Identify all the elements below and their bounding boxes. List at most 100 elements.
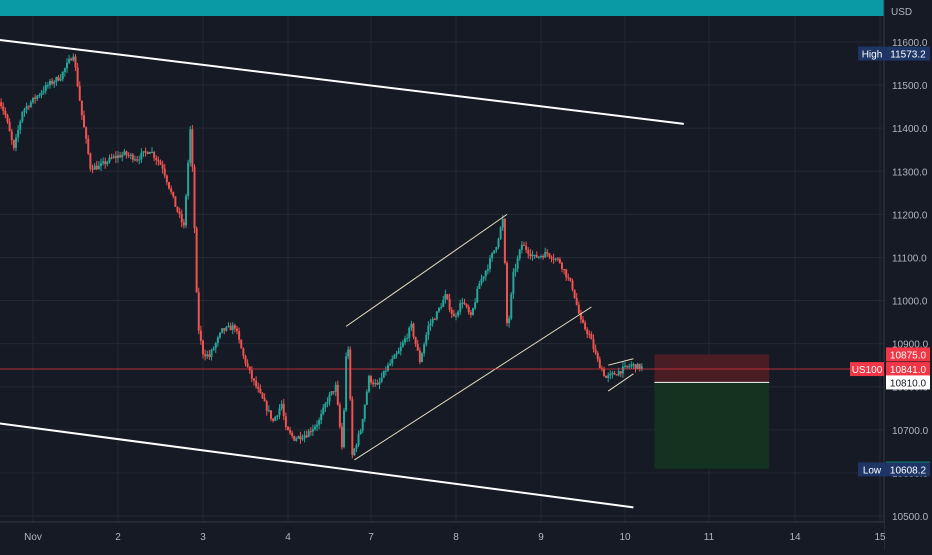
candle-body xyxy=(567,277,570,279)
candle-body xyxy=(110,157,113,159)
candle-body xyxy=(527,250,530,254)
candle-body xyxy=(378,381,381,385)
candle-body xyxy=(444,294,447,300)
candle-body xyxy=(95,165,98,170)
candle-body xyxy=(6,114,9,122)
candle-body xyxy=(482,276,485,279)
wedge-lower[interactable] xyxy=(607,373,634,392)
stop-loss-zone[interactable] xyxy=(654,354,770,383)
time-tick-label: 7 xyxy=(368,532,374,543)
candle-body xyxy=(257,386,260,389)
candle-body xyxy=(395,353,398,356)
candle-body xyxy=(155,157,158,160)
candle-body xyxy=(10,131,13,140)
time-axis[interactable] xyxy=(0,522,884,550)
rising-channel-lower[interactable] xyxy=(354,306,592,461)
candle-body xyxy=(450,309,453,314)
candle-body xyxy=(384,370,387,372)
candle-body xyxy=(229,325,232,331)
candle-body xyxy=(206,354,209,357)
candle-body xyxy=(318,420,321,425)
candle-body xyxy=(565,269,568,278)
candle-body xyxy=(93,165,96,170)
candle-body xyxy=(397,351,400,354)
price-axis-labels: 10875.010841.010810.010610.0US100High115… xyxy=(850,46,930,477)
candle-body xyxy=(634,364,637,370)
wedge-upper[interactable] xyxy=(608,358,634,366)
candle-body xyxy=(611,372,614,374)
candle-body xyxy=(4,110,7,115)
candle-body xyxy=(636,363,639,370)
candle-body xyxy=(305,435,308,438)
candle-body xyxy=(353,448,356,456)
stop-price-label: 10875.0 xyxy=(890,350,927,361)
candle-body xyxy=(552,258,555,260)
candle-body xyxy=(391,358,394,364)
candle-body xyxy=(282,403,285,417)
candle-body xyxy=(533,254,536,256)
candle-body xyxy=(484,270,487,277)
upper-channel-line[interactable] xyxy=(0,38,684,125)
candle-body xyxy=(76,67,79,87)
candle-body xyxy=(21,111,24,122)
rising-channel-upper[interactable] xyxy=(345,213,508,327)
candle-body xyxy=(259,388,262,393)
candle-body xyxy=(598,359,601,369)
candle-body xyxy=(102,161,105,164)
time-tick-label: 2 xyxy=(115,532,121,543)
candle-body xyxy=(459,303,462,312)
candle-body xyxy=(347,349,350,357)
candle-body xyxy=(32,97,34,103)
candle-body xyxy=(461,302,464,304)
candle-body xyxy=(106,161,109,165)
take-profit-zone[interactable] xyxy=(654,382,770,469)
candle-body xyxy=(36,95,39,99)
price-axis[interactable] xyxy=(884,0,932,550)
candle-body xyxy=(12,139,15,148)
candle-body xyxy=(61,71,64,80)
candle-body xyxy=(592,339,595,349)
candle-body xyxy=(63,68,66,72)
drawn-trendlines[interactable] xyxy=(0,38,684,509)
candle-body xyxy=(387,365,389,371)
candle-body xyxy=(370,376,372,383)
candle-body xyxy=(433,319,436,321)
candle-body xyxy=(457,311,460,316)
candle-body xyxy=(138,159,141,161)
candle-body xyxy=(108,157,111,162)
candle-body xyxy=(563,269,566,271)
candle-body xyxy=(619,371,622,374)
high-value-box xyxy=(886,46,930,61)
candle-body xyxy=(499,227,502,239)
candle-body xyxy=(219,332,221,338)
price-tick-label: 10900.0 xyxy=(892,340,929,351)
candle-body xyxy=(448,298,451,310)
candle-body xyxy=(263,398,266,402)
short-position-tool[interactable] xyxy=(654,354,770,469)
lower-channel-line[interactable] xyxy=(0,422,634,509)
candle-body xyxy=(163,168,166,176)
candle-body xyxy=(125,151,128,156)
candle-body xyxy=(463,302,466,305)
candle-body xyxy=(214,343,217,349)
candle-body xyxy=(182,222,185,226)
candle-body xyxy=(25,106,28,110)
candle-body xyxy=(582,319,584,323)
time-tick-label: 4 xyxy=(285,532,291,543)
stop-price-label-box xyxy=(886,347,930,362)
candle-body xyxy=(112,156,115,158)
candle-body xyxy=(57,77,60,81)
candle-body xyxy=(435,311,438,320)
candle-body xyxy=(197,292,200,331)
candle-body xyxy=(80,100,83,116)
candle-body xyxy=(244,355,247,364)
candle-body xyxy=(514,268,517,272)
time-tick-label: 9 xyxy=(538,532,544,543)
candle-body xyxy=(624,365,626,367)
candle-body xyxy=(144,151,147,153)
candle-body xyxy=(176,206,179,212)
candle-body xyxy=(330,391,333,395)
candle-body xyxy=(640,366,643,370)
